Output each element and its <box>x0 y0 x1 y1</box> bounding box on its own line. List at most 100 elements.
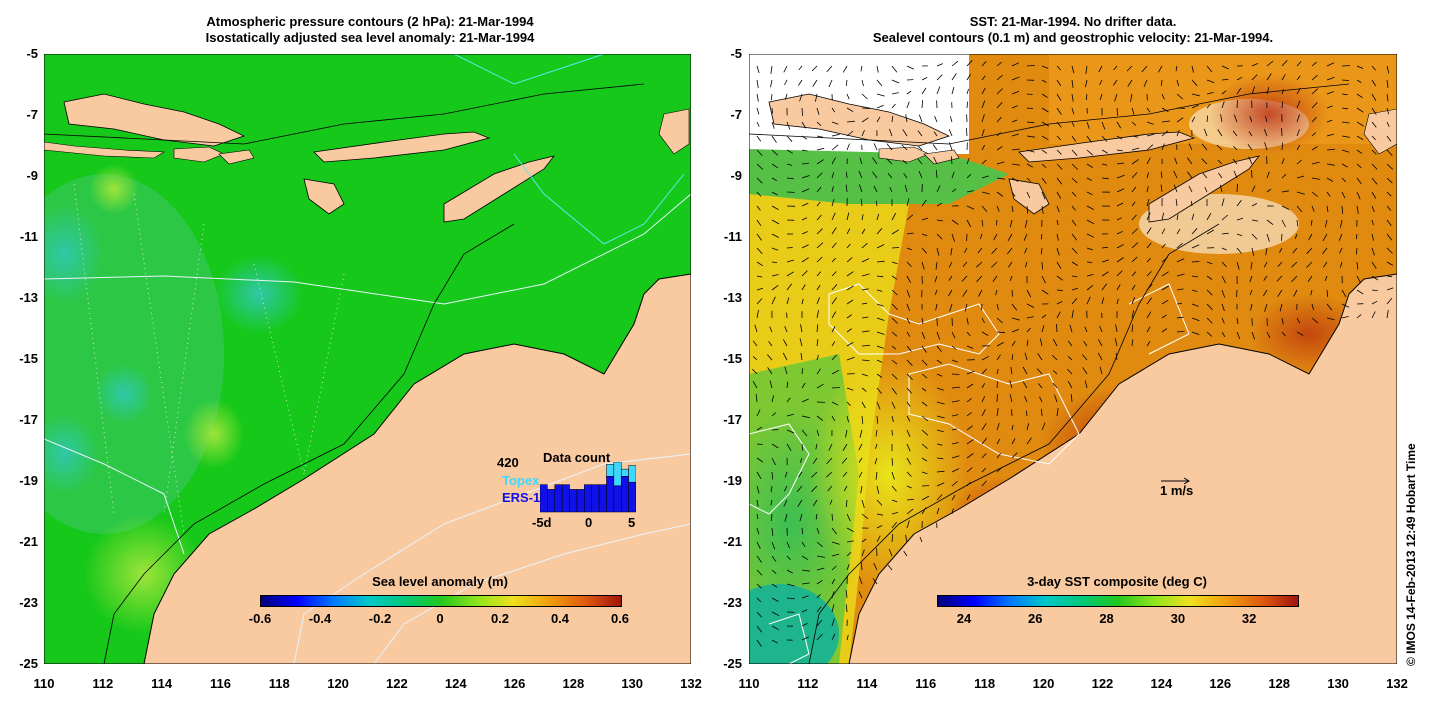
lat-tick-label: -25 <box>19 656 38 671</box>
velocity-vector <box>1266 73 1272 81</box>
velocity-vector <box>934 289 938 295</box>
velocity-vector <box>1127 79 1133 87</box>
velocity-vector <box>1084 326 1088 333</box>
velocity-vector <box>816 368 821 375</box>
velocity-vector <box>801 636 809 641</box>
velocity-vector <box>906 101 910 109</box>
velocity-vector <box>1310 289 1313 296</box>
velocity-vector <box>981 331 989 336</box>
velocity-vector <box>1386 79 1389 88</box>
velocity-vector <box>891 457 893 466</box>
velocity-vector <box>1052 370 1058 375</box>
velocity-vector <box>816 383 824 389</box>
velocity-vector <box>1131 271 1137 277</box>
velocity-vector <box>846 356 855 361</box>
velocity-vector <box>921 495 930 501</box>
velocity-vector <box>1131 135 1139 138</box>
velocity-vector <box>831 297 838 305</box>
velocity-vector <box>981 87 986 95</box>
velocity-vector <box>1146 271 1152 277</box>
velocity-vector <box>1084 380 1088 389</box>
velocity-vector <box>816 297 820 305</box>
velocity-vector <box>1071 163 1079 170</box>
velocity-vector <box>1341 289 1347 298</box>
velocity-vector <box>1161 143 1165 151</box>
velocity-vector <box>891 261 898 265</box>
velocity-vector <box>1281 219 1286 228</box>
velocity-vector <box>1131 284 1136 291</box>
velocity-vector <box>1356 289 1364 295</box>
data-count-title: Data count <box>543 450 611 465</box>
velocity-vector <box>801 217 808 221</box>
velocity-vector <box>1341 93 1348 96</box>
velocity-vector <box>1086 261 1093 263</box>
velocity-vector <box>949 303 953 312</box>
velocity-vector <box>786 397 791 403</box>
velocity-vector <box>826 471 833 478</box>
velocity-vector <box>1056 289 1063 292</box>
velocity-vector <box>1311 191 1318 197</box>
velocity-vector <box>786 583 795 587</box>
velocity-vector <box>948 261 953 268</box>
velocity-vector <box>1007 261 1013 268</box>
ers1-bar <box>569 489 578 513</box>
colorbar-tick-label: 24 <box>956 611 972 626</box>
velocity-vector <box>1277 289 1283 297</box>
velocity-vector <box>996 381 998 389</box>
velocity-vector <box>1131 339 1134 347</box>
velocity-vector <box>799 93 803 102</box>
velocity-vector <box>831 311 837 319</box>
velocity-vector <box>951 331 956 339</box>
velocity-vector <box>1024 219 1028 228</box>
velocity-vector <box>936 345 942 353</box>
lon-tick-label: 114 <box>856 676 878 691</box>
velocity-vector <box>786 413 794 417</box>
velocity-vector <box>861 242 868 249</box>
ers1-bar <box>554 484 563 513</box>
velocity-vector <box>828 443 833 451</box>
velocity-vector <box>831 578 836 585</box>
velocity-vector <box>876 387 883 394</box>
velocity-vector <box>1085 65 1088 74</box>
velocity-vector <box>891 499 898 503</box>
velocity-vector <box>1146 227 1152 235</box>
velocity-vector <box>756 65 760 74</box>
velocity-vector <box>1386 93 1389 102</box>
lon-tick-label: 128 <box>1268 676 1291 691</box>
velocity-vector <box>845 499 848 508</box>
velocity-vector <box>1281 101 1284 109</box>
velocity-vector <box>876 525 883 529</box>
velocity-vector <box>1131 147 1140 151</box>
velocity-vector <box>1161 257 1168 263</box>
velocity-vector <box>1052 338 1058 347</box>
ers1-bar <box>591 484 600 513</box>
velocity-vector <box>831 633 836 641</box>
velocity-vector <box>1071 261 1079 266</box>
velocity-vector <box>756 555 763 563</box>
velocity-vector <box>1041 205 1044 214</box>
velocity-vector <box>891 485 897 492</box>
velocity-vector <box>1026 327 1031 333</box>
velocity-vector <box>1116 121 1122 129</box>
velocity-vector <box>1296 87 1301 95</box>
velocity-vector <box>756 499 759 507</box>
velocity-vector <box>1206 275 1213 280</box>
velocity-vector <box>966 331 971 337</box>
velocity-vector <box>1176 288 1184 291</box>
velocity-vector <box>799 513 803 522</box>
ers1-bar <box>628 481 636 513</box>
velocity-vector <box>771 261 778 263</box>
velocity-vector <box>1041 135 1049 141</box>
velocity-vector <box>1026 289 1032 298</box>
velocity-vector <box>1191 244 1200 249</box>
velocity-vector <box>1176 79 1180 87</box>
velocity-vector <box>1026 191 1031 199</box>
velocity-vector <box>831 527 838 535</box>
velocity-vector <box>846 328 853 333</box>
velocity-vector <box>1371 275 1379 281</box>
velocity-vector <box>1086 219 1095 225</box>
velocity-vector <box>842 65 848 73</box>
velocity-vector <box>1041 163 1047 169</box>
velocity-vector <box>1206 103 1211 109</box>
velocity-vector <box>1386 247 1393 254</box>
